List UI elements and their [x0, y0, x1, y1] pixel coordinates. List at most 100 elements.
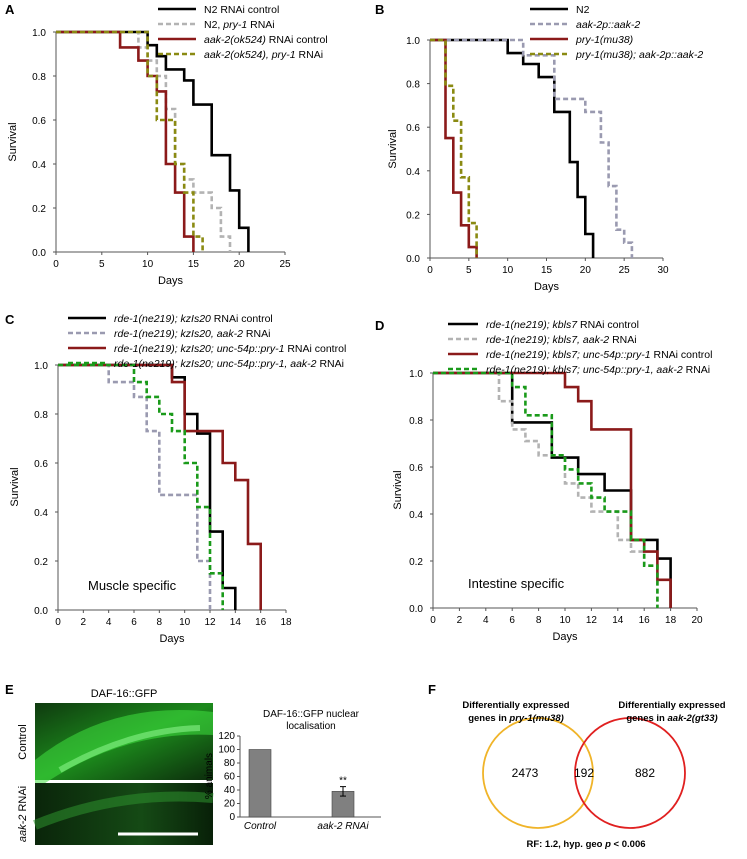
panel-a: A 0 5 10 15 20 25 0.0 0.2 0.4 0.6 0.8 1.0 Days Surviva… — [5, 2, 328, 287]
panel-letter: D — [375, 318, 384, 333]
control-micrograph — [35, 703, 213, 790]
x-axis-title: Days — [159, 633, 185, 645]
survival-curve — [56, 30, 204, 252]
panel-letter: B — [375, 2, 384, 17]
venn-set-label-part: Differentially expressed — [462, 700, 569, 711]
legend-label: pry-1(mu38); aak-2p::aak-2 — [575, 49, 703, 61]
legend-label-part: rde-1(ne219); kzIs20; unc-54p::pry-1, aa… — [114, 358, 317, 370]
bar-chart-title-line: localisation — [286, 721, 335, 732]
legend-label: pry-1(mu38) — [575, 34, 633, 46]
y-tick-label: 0.4 — [409, 510, 423, 521]
legend-label: aak-2(ok524), pry-1 RNAi — [204, 49, 323, 61]
x-tick-label: 12 — [204, 617, 216, 628]
x-tick-label: 2 — [81, 617, 87, 628]
x-tick-label: 14 — [230, 617, 242, 628]
y-tick-label: 0.0 — [34, 606, 48, 617]
panel-f: F Differentially expressed genes in pry-1(… — [428, 682, 726, 850]
image-label-rnai: aak-2 RNAi — [17, 786, 29, 842]
survival-curve — [56, 30, 232, 252]
legend-label-part: aak-2(ok524), pry-1 — [204, 49, 296, 61]
legend-label-part: RNAi — [683, 364, 710, 376]
y-tick-label: 0.8 — [34, 410, 48, 421]
venn-set-label: genes in aak-2(gt33) — [626, 713, 717, 724]
category-label: aak-2 RNAi — [317, 821, 369, 832]
survival-curve — [430, 38, 478, 258]
image-label-rnai-part: aak-2 — [17, 815, 29, 843]
venn-set-label-part: Differentially expressed — [618, 700, 725, 711]
y-tick-label: 0.8 — [32, 72, 46, 83]
panel-b: B 0 5 10 15 20 25 30 0.0 0.2 0.4 0.6 0.8 1.0 Days Survi… — [375, 2, 703, 293]
x-tick-label: 20 — [234, 259, 246, 270]
y-tick-label: 100 — [218, 745, 235, 756]
legend-label-part: rde-1(ne219); kbls7, aak-2 — [486, 334, 609, 346]
legend-label-part: RNAi — [296, 49, 323, 61]
y-tick-label: 60 — [224, 772, 236, 783]
legend-label-part: rde-1(ne219); kzIs20 — [114, 313, 211, 325]
y-tick-label: 1.0 — [32, 28, 46, 39]
x-tick-label: 16 — [255, 617, 267, 628]
survival-curve — [433, 371, 659, 608]
x-tick-label: 15 — [188, 259, 200, 270]
x-tick-label: 8 — [157, 617, 163, 628]
x-tick-label: 25 — [619, 265, 631, 276]
legend-label-part: RNAi control — [266, 34, 328, 46]
y-tick-label: 0.0 — [409, 604, 423, 615]
image-label-control: Control — [17, 724, 29, 759]
venn-set-label: genes in pry-1(mu38) — [468, 713, 564, 724]
significance-marker: ** — [339, 776, 347, 787]
legend-label: rde-1(ne219); kbls7, aak-2 RNAi — [486, 334, 637, 346]
y-axis-title: % animals — [204, 753, 215, 799]
survival-curve — [56, 30, 195, 252]
panel-letter: F — [428, 682, 436, 697]
y-tick-label: 1.0 — [406, 36, 420, 47]
x-axis-title: Days — [534, 281, 560, 293]
venn-count-left-only: 2473 — [512, 766, 539, 780]
legend-label-part: N2 — [576, 4, 590, 16]
x-tick-label: 18 — [665, 615, 677, 626]
legend-label-part: N2, — [204, 19, 223, 31]
survival-curve — [433, 371, 672, 608]
y-tick-label: 1.0 — [34, 361, 48, 372]
venn-set-label-part: genes in — [468, 713, 509, 724]
legend-label-part: aak-2(ok524) — [204, 34, 266, 46]
survival-curve — [430, 38, 595, 258]
y-tick-label: 0.0 — [32, 248, 46, 259]
y-tick-label: 0.4 — [406, 167, 420, 178]
legend-label-part: aak-2p::aak-2 — [576, 19, 640, 31]
venn-count-right-only: 882 — [635, 766, 655, 780]
survival-curve — [58, 363, 224, 610]
x-tick-label: 6 — [131, 617, 137, 628]
x-tick-label: 16 — [639, 615, 651, 626]
legend-label-part: pry-1(mu38); aak-2p::aak-2 — [575, 49, 703, 61]
y-tick-label: 120 — [218, 731, 235, 742]
y-tick-label: 0.2 — [409, 557, 423, 568]
panel-annotation: Intestine specific — [468, 576, 565, 591]
aak-2-rnai-micrograph — [33, 783, 214, 845]
bar-chart-title-line: DAF-16::GFP nuclear — [263, 709, 360, 720]
bar-chart-title: DAF-16::GFP nuclear localisation — [263, 709, 360, 732]
x-tick-label: 5 — [466, 265, 472, 276]
legend-label-part: rde-1(ne219); kbls7; unc-54p::pry-1, aak… — [486, 364, 683, 376]
legend-label-part: RNAi control — [651, 349, 713, 361]
legend-label-part: pry-1(mu38) — [575, 34, 633, 46]
survival-curve — [433, 371, 659, 608]
y-tick-label: 80 — [224, 758, 236, 769]
y-tick-label: 0.2 — [406, 210, 420, 221]
x-tick-label: 6 — [509, 615, 515, 626]
venn-set-label: Differentially expressed — [462, 700, 569, 711]
venn-set-label-part: genes in — [626, 713, 667, 724]
legend-label: rde-1(ne219); kbls7; unc-54p::pry-1 RNAi… — [486, 349, 712, 361]
panel-d: D 0 2 4 6 8 10 12 14 16 18 20 0.0 0.2 0.4 0.6 0.8 1.0 Days… — [375, 318, 712, 643]
category-label: Control — [244, 821, 277, 832]
panel-letter: A — [5, 2, 15, 17]
y-tick-label: 40 — [224, 785, 236, 796]
x-axis-title: Days — [552, 631, 578, 643]
legend-label: N2 — [576, 4, 590, 16]
panel-annotation: Muscle specific — [88, 578, 177, 593]
venn-caption: RF: 1.2, hyp. geo p < 0.006 — [526, 839, 645, 850]
venn-caption-part: < 0.006 — [611, 839, 646, 850]
survival-curve — [56, 30, 250, 252]
x-tick-label: 20 — [580, 265, 592, 276]
